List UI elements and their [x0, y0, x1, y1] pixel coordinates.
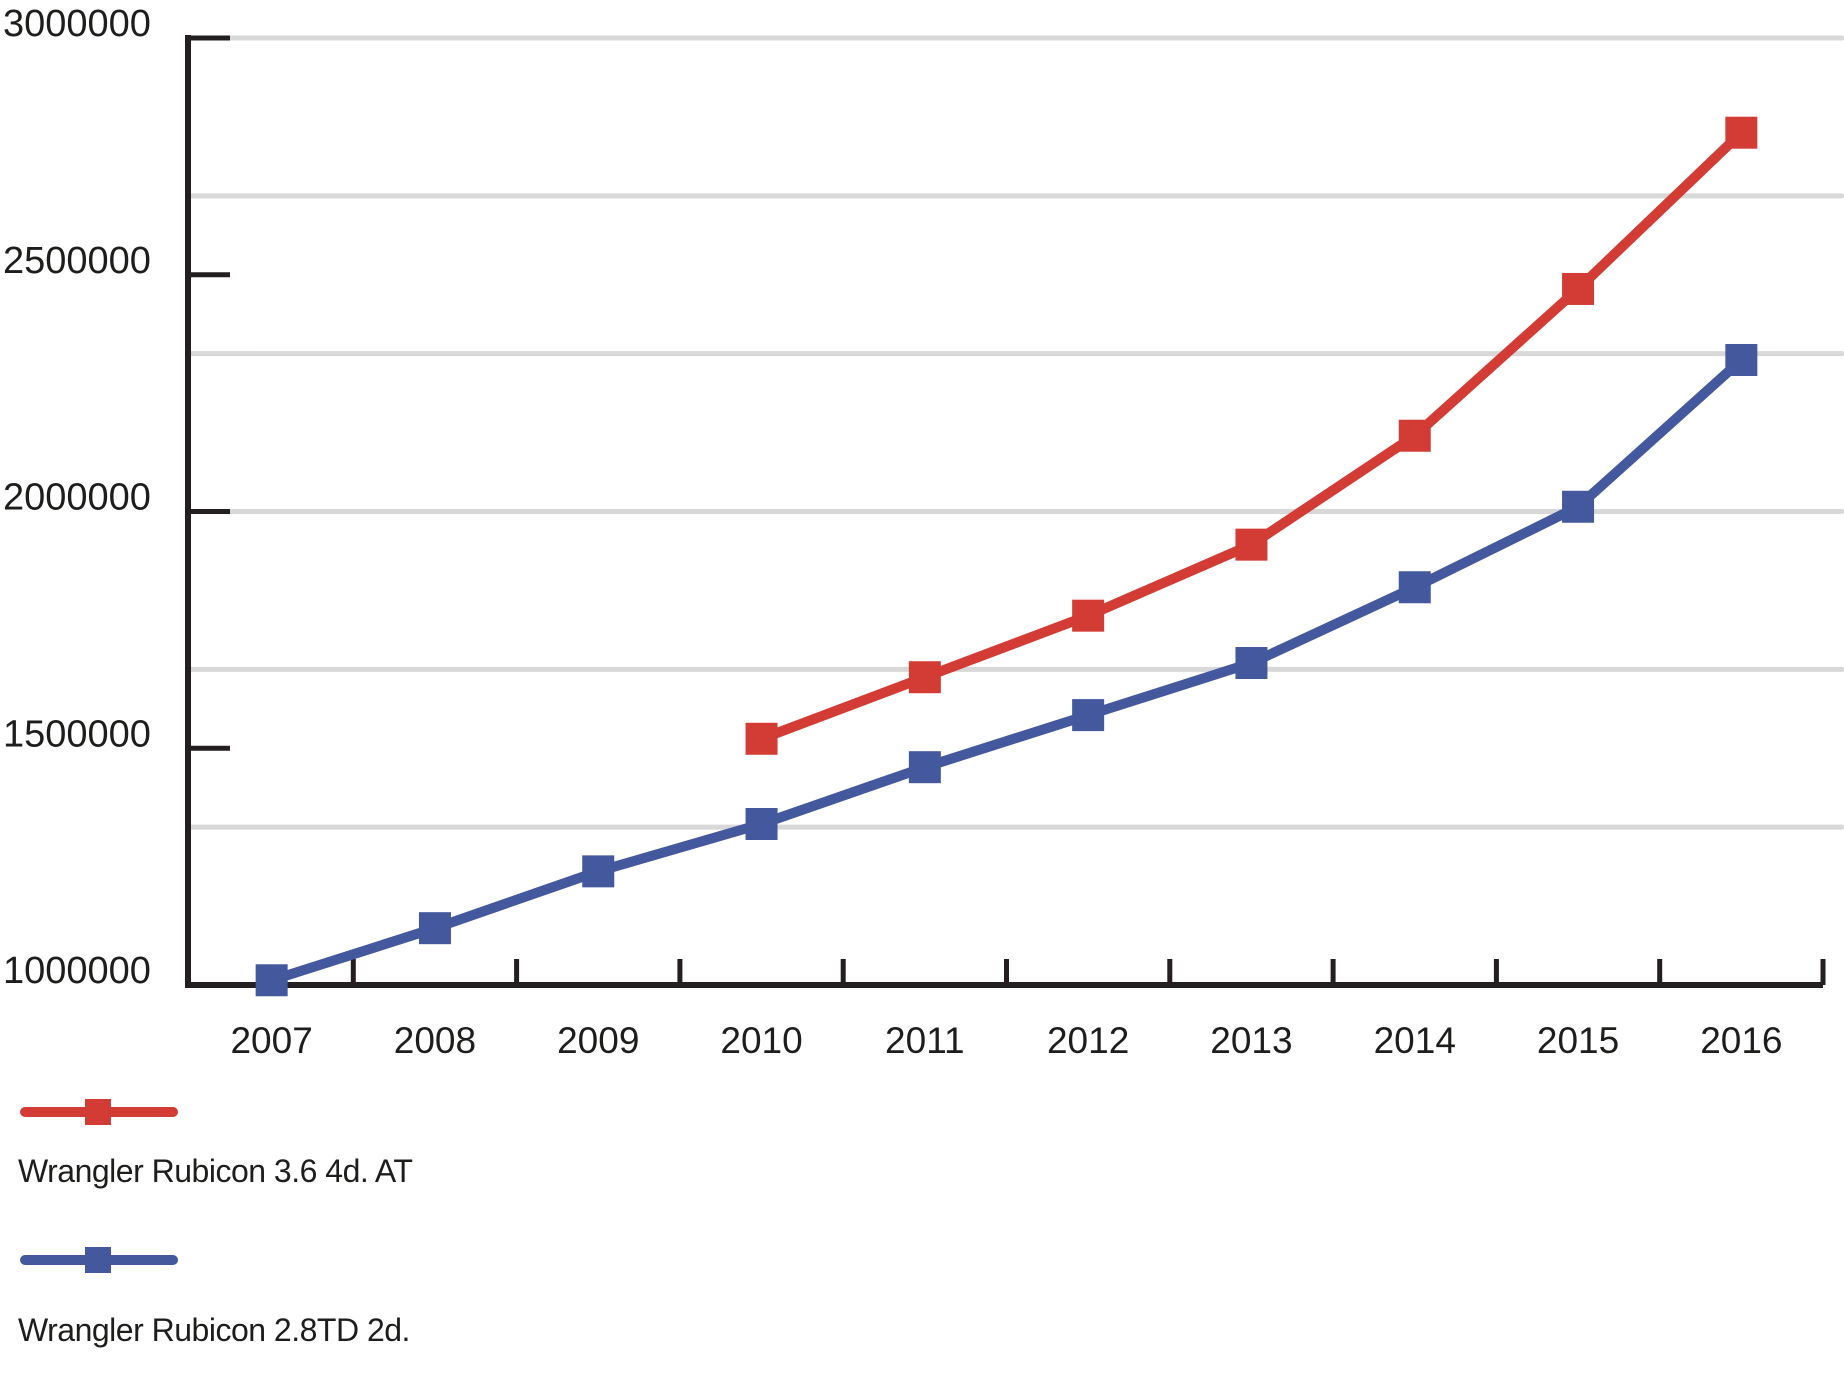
legend-square-marker: [85, 1099, 111, 1125]
legend-label: Wrangler Rubicon 2.8TD 2d.: [18, 1312, 410, 1348]
x-axis-label: 2012: [1047, 1020, 1129, 1061]
series-line-1: [270, 356, 1745, 986]
data-point-series-0: [1235, 528, 1268, 561]
chart-plot-area: 3000000 2500000 2000000 1500000 1000000 2007 2…: [3, 3, 1844, 1061]
x-axis-label: 2009: [557, 1020, 639, 1061]
data-point-series-0: [908, 661, 941, 694]
data-point-series-1: [1072, 699, 1105, 732]
y-axis-label: 3000000: [3, 3, 151, 45]
data-point-series-0: [1562, 272, 1595, 305]
data-point-series-1: [582, 855, 615, 888]
x-axis-label: 2010: [720, 1020, 802, 1061]
legend-label: Wrangler Rubicon 3.6 4d. AT: [18, 1153, 413, 1189]
x-axis-label: 2008: [394, 1020, 476, 1061]
data-point-series-1: [745, 808, 778, 841]
y-axis-label: 1500000: [3, 713, 151, 755]
data-point-series-1: [255, 964, 288, 997]
data-point-series-0: [745, 722, 778, 755]
legend-line-swatch: [20, 1107, 178, 1117]
data-point-series-0: [1072, 599, 1105, 632]
y-axis-label: 2000000: [3, 477, 151, 519]
x-axis-label: 2014: [1374, 1020, 1456, 1061]
x-axis-label: 2015: [1537, 1020, 1619, 1061]
legend-square-marker: [85, 1247, 111, 1273]
x-axis-label: 2011: [885, 1020, 965, 1061]
legend-line-swatch: [20, 1255, 178, 1265]
data-point-series-0: [1398, 419, 1431, 452]
data-point-series-1: [1562, 490, 1595, 523]
data-point-series-1: [908, 751, 941, 784]
y-axis-label: 2500000: [3, 240, 151, 282]
x-axis-label: 2016: [1700, 1020, 1782, 1061]
data-point-series-1: [418, 912, 451, 945]
data-point-series-0: [1725, 116, 1758, 149]
x-axis-label: 2013: [1210, 1020, 1292, 1061]
y-axis-label: 1000000: [3, 950, 151, 992]
x-axis-label: 2007: [230, 1020, 312, 1061]
data-point-series-1: [1235, 647, 1268, 680]
data-point-series-1: [1725, 343, 1758, 376]
data-point-series-1: [1398, 571, 1431, 604]
